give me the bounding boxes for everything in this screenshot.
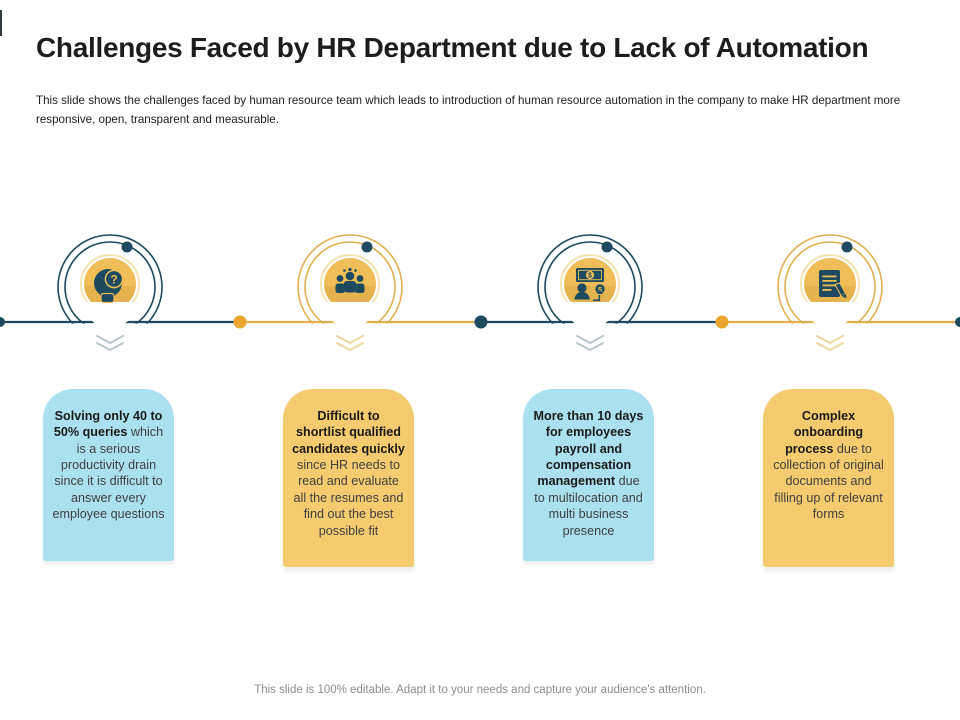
head-question-icon: ? bbox=[94, 269, 124, 304]
timeline-dot bbox=[474, 315, 488, 329]
milestone-4 bbox=[800, 241, 860, 351]
ring-dot bbox=[361, 241, 373, 253]
payroll-icon: $ $ bbox=[574, 268, 606, 302]
challenge-card-3: More than 10 days for employees payroll … bbox=[523, 389, 654, 561]
challenge-1-detail: which is a serious productivity drain si… bbox=[52, 425, 165, 522]
footer-note: This slide is 100% editable. Adapt it to… bbox=[254, 684, 706, 696]
slide-subtitle: This slide shows the challenges faced by… bbox=[36, 94, 901, 126]
challenge-card-1: Solving only 40 to 50% queries which is … bbox=[43, 389, 174, 561]
ring-dot bbox=[841, 241, 853, 253]
svg-text:?: ? bbox=[110, 273, 117, 287]
challenge-1-highlight: Solving only 40 to 50% queries bbox=[53, 409, 163, 440]
milestone-2 bbox=[320, 241, 380, 351]
timeline-dot bbox=[715, 315, 729, 329]
timeline-dot bbox=[233, 315, 247, 329]
chevron-down-icon bbox=[96, 335, 124, 351]
milestone-1: ? bbox=[80, 241, 140, 351]
milestone-3: $ $ bbox=[560, 241, 620, 351]
challenge-3-highlight: More than 10 days for employees payroll … bbox=[533, 409, 644, 489]
timeline-graphic: ? bbox=[0, 234, 960, 360]
challenge-2-detail: since HR needs to read and evaluate all … bbox=[293, 458, 404, 538]
chevron-down-icon bbox=[816, 335, 844, 351]
chevron-down-icon bbox=[576, 335, 604, 351]
slide-edge-artifact bbox=[0, 10, 2, 36]
ring-dot bbox=[121, 241, 133, 253]
timeline-dot bbox=[0, 317, 5, 327]
document-edit-icon bbox=[819, 270, 847, 299]
challenge-2-highlight: Difficult to shortlist qualified candida… bbox=[292, 409, 405, 456]
ring-dot bbox=[601, 241, 613, 253]
challenge-card-2: Difficult to shortlist qualified candida… bbox=[283, 389, 414, 567]
challenge-4-highlight: Complex onboarding process bbox=[785, 409, 864, 456]
timeline-dot bbox=[955, 317, 960, 327]
challenge-card-4: Complex onboarding process due to collec… bbox=[763, 389, 894, 567]
svg-text:$: $ bbox=[588, 273, 592, 280]
chevron-down-icon bbox=[336, 335, 364, 351]
page-title: Challenges Faced by HR Department due to… bbox=[36, 32, 869, 63]
svg-text:$: $ bbox=[598, 285, 603, 294]
challenge-3-detail: due to multilocation and multi business … bbox=[534, 474, 643, 538]
team-icon bbox=[335, 267, 365, 293]
challenge-4-detail: due to collection of original documents … bbox=[773, 441, 884, 522]
